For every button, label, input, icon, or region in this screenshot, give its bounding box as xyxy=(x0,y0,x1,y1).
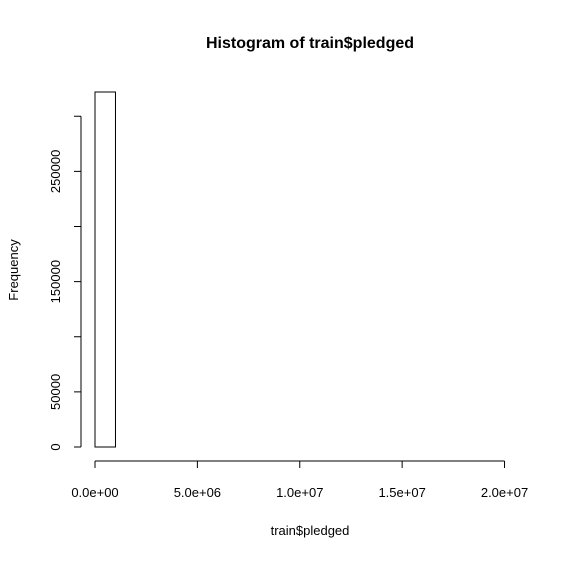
x-tick-label: 1.0e+07 xyxy=(276,485,323,500)
x-axis: 0.0e+00 5.0e+06 1.0e+07 1.5e+07 2.0e+07 xyxy=(71,460,528,500)
y-tick-label: 50000 xyxy=(48,374,63,410)
x-tick-label: 5.0e+06 xyxy=(174,485,221,500)
chart-title: Histogram of train$pledged xyxy=(206,35,414,52)
y-axis: 0 50000 150000 250000 xyxy=(48,115,82,451)
x-tick-label: 0.0e+00 xyxy=(71,485,118,500)
y-axis-label: Frequency xyxy=(6,239,21,301)
y-tick-label: 150000 xyxy=(48,260,63,303)
y-tick-label: 250000 xyxy=(48,150,63,193)
histogram-bar xyxy=(94,91,116,448)
y-tick-label: 0 xyxy=(48,443,63,450)
x-tick-label: 1.5e+07 xyxy=(378,485,425,500)
bars-group xyxy=(94,91,116,448)
x-axis-label: train$pledged xyxy=(271,523,350,538)
x-tick-label: 2.0e+07 xyxy=(481,485,528,500)
